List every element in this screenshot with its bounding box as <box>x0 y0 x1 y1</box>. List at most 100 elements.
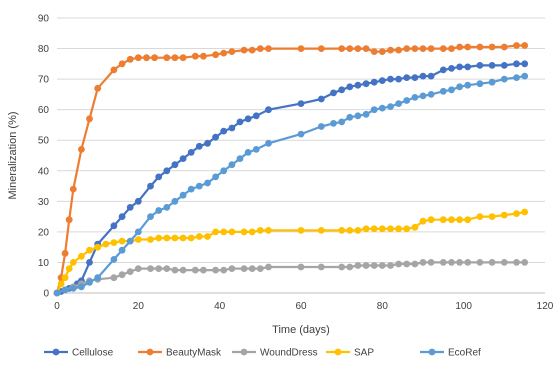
data-point <box>171 266 179 274</box>
data-point <box>126 55 134 63</box>
data-point <box>265 139 272 147</box>
data-point <box>212 228 220 236</box>
data-point <box>297 100 305 107</box>
data-point <box>513 74 520 81</box>
data-point <box>126 204 134 211</box>
data-point <box>354 112 362 120</box>
data-point <box>220 167 228 175</box>
data-point <box>220 127 228 135</box>
data-point <box>147 265 154 272</box>
data-point <box>163 234 171 242</box>
data-point <box>78 252 85 260</box>
series-ecoref <box>53 72 529 297</box>
data-point <box>419 217 427 225</box>
data-point <box>403 260 411 268</box>
series-beautymask <box>53 42 529 297</box>
data-point <box>448 216 455 224</box>
data-point <box>439 216 447 224</box>
data-point <box>110 239 118 247</box>
series-line <box>55 210 525 294</box>
data-point <box>464 81 472 89</box>
data-point <box>86 115 93 123</box>
data-point <box>151 54 159 62</box>
data-point <box>456 63 463 71</box>
data-point <box>126 237 134 245</box>
data-point <box>220 266 228 274</box>
data-point <box>439 66 447 74</box>
data-point <box>163 167 171 175</box>
data-point <box>187 234 195 242</box>
data-point <box>265 227 272 234</box>
data-point <box>411 45 419 52</box>
y-axis-title: Mineralization (%) <box>7 111 19 199</box>
data-point <box>476 80 484 88</box>
data-point <box>395 225 402 233</box>
data-point <box>143 54 150 62</box>
data-point <box>69 285 77 292</box>
data-point <box>346 227 354 234</box>
series-wounddress <box>53 259 529 297</box>
data-point <box>228 265 236 272</box>
data-point <box>171 234 179 242</box>
data-point <box>65 265 73 272</box>
data-point <box>228 228 236 236</box>
data-point <box>338 263 346 271</box>
data-point <box>330 120 337 127</box>
data-point <box>464 63 472 71</box>
x-tick-label: 120 <box>537 301 554 312</box>
data-point <box>346 263 354 271</box>
data-point <box>411 223 419 231</box>
series-line <box>56 62 525 295</box>
data-point <box>317 227 325 234</box>
data-point <box>488 43 496 51</box>
data-point <box>179 155 187 163</box>
data-point <box>362 110 370 118</box>
data-point <box>317 95 325 103</box>
data-point <box>110 274 118 282</box>
data-point <box>317 123 325 130</box>
data-point <box>118 237 126 245</box>
data-point <box>53 289 61 297</box>
data-point <box>338 45 346 52</box>
data-point <box>362 262 370 269</box>
data-point <box>395 260 402 268</box>
data-point <box>236 118 244 126</box>
data-point <box>378 48 386 55</box>
data-point <box>346 83 354 91</box>
data-point <box>419 259 427 266</box>
data-point <box>244 115 252 123</box>
data-point <box>338 227 346 234</box>
data-point <box>61 286 69 294</box>
data-point <box>86 246 93 254</box>
data-point <box>265 263 272 271</box>
data-point <box>126 268 134 275</box>
data-point <box>248 265 256 272</box>
data-point <box>212 51 220 59</box>
data-point <box>191 52 199 60</box>
data-point <box>252 146 260 153</box>
data-point <box>195 142 203 150</box>
data-point <box>521 259 529 266</box>
data-point <box>387 262 394 269</box>
data-point <box>513 60 520 68</box>
data-point <box>265 106 272 114</box>
data-point <box>248 46 256 54</box>
data-point <box>118 271 126 279</box>
y-tick-label: 10 <box>38 258 50 269</box>
legend: Cellulose BeautyMask WoundDress SAP EcoRef <box>44 348 481 359</box>
data-point <box>134 236 142 243</box>
data-point <box>317 263 325 271</box>
data-point <box>456 259 463 266</box>
data-point <box>155 265 163 272</box>
data-point <box>439 45 447 52</box>
data-point <box>236 155 244 163</box>
data-point <box>94 274 102 282</box>
data-point <box>427 72 435 80</box>
data-point <box>476 62 484 69</box>
data-point <box>134 265 142 272</box>
data-point <box>179 266 187 274</box>
data-point <box>378 104 386 112</box>
data-point <box>212 266 220 274</box>
data-point <box>419 72 427 80</box>
